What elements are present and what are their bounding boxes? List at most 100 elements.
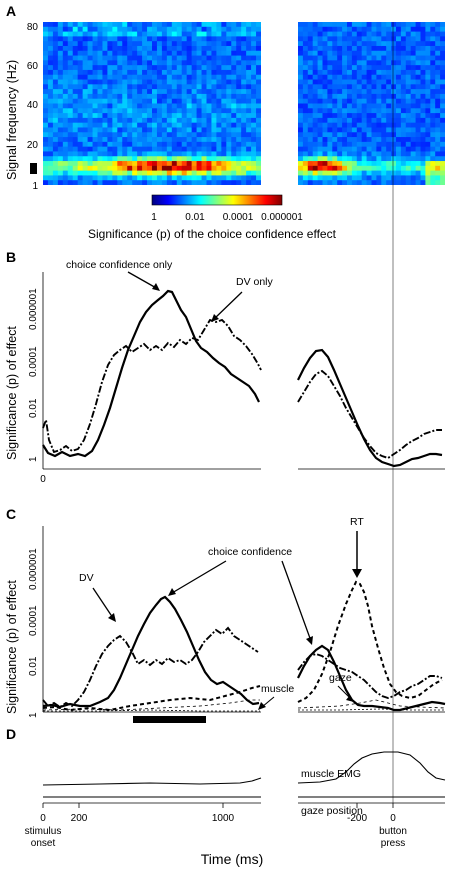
heatmap-cell (376, 132, 382, 138)
heatmap-cell (312, 137, 319, 143)
heatmap-cell (366, 117, 373, 124)
heatmap-cell (181, 93, 188, 100)
heatmap-cell (430, 180, 436, 185)
heatmap-cell (246, 45, 252, 52)
heatmap-cell (62, 41, 69, 47)
heatmap-cell (72, 89, 79, 95)
heatmap-cell (256, 122, 261, 129)
heatmap-cell (107, 117, 113, 124)
heatmap-cell (351, 151, 358, 157)
heatmap-cell (211, 26, 217, 33)
heatmap-cell (181, 41, 188, 47)
heatmap-cell (132, 156, 138, 162)
heatmap-cell (435, 22, 441, 28)
heatmap-cell (366, 161, 373, 167)
heatmap-cell (366, 79, 373, 85)
heatmap-cell (410, 132, 417, 138)
heatmap-cell (47, 141, 54, 148)
heatmap-cell (176, 151, 183, 157)
heatmap-cell (396, 55, 402, 61)
heatmap-cell (186, 60, 193, 66)
heatmap-cell (332, 55, 338, 61)
heatmap-cell (342, 98, 348, 105)
heatmap-cell (226, 137, 232, 143)
heatmap-cell (356, 103, 363, 109)
heatmap-cell (371, 161, 377, 167)
heatmap-cell (381, 93, 387, 100)
heatmap-cell (307, 26, 314, 33)
heatmap-cell (435, 108, 441, 114)
heatmap-cell (97, 45, 104, 52)
heatmap-cell (191, 122, 198, 129)
heatmap-cell (186, 180, 193, 185)
heatmap-cell (337, 165, 343, 172)
heatmap-cell (342, 69, 348, 76)
heatmap-cell (196, 165, 203, 172)
heatmap-cell (391, 117, 397, 124)
heatmap-cell (327, 132, 333, 138)
heatmap-cell (246, 84, 252, 90)
heatmap-cell (171, 165, 178, 172)
heatmap-cell (52, 89, 59, 95)
heatmap-cell (52, 60, 59, 66)
heatmap-cell (57, 132, 64, 138)
heatmap-cell (127, 108, 133, 114)
heatmap-cell (366, 41, 373, 47)
heatmap-cell (87, 117, 94, 124)
heatmap-cell (112, 161, 118, 167)
heatmap-cell (132, 151, 138, 157)
heatmap-cell (405, 180, 412, 185)
heatmap-cell (107, 74, 113, 81)
heatmap-cell (327, 98, 333, 105)
heatmap-cell (420, 122, 426, 129)
heatmap-cell (231, 137, 237, 143)
heatmap-cell (410, 93, 417, 100)
heatmap-cell (92, 127, 99, 133)
heatmap-cell (415, 60, 422, 66)
heatmap-cell (161, 151, 168, 157)
heatmap-cell (137, 156, 143, 162)
heatmap-cell (43, 127, 49, 133)
heatmap-cell (298, 103, 304, 109)
heatmap-cell (440, 146, 445, 153)
heatmap-cell (356, 79, 363, 85)
heatmap-cell (307, 55, 314, 61)
heatmap-cell (57, 69, 64, 76)
heatmap-cell (231, 180, 237, 185)
heatmap-cell (181, 170, 188, 177)
heatmap-cell (102, 98, 108, 105)
heatmap-cell (231, 141, 237, 148)
heatmap-cell (236, 98, 242, 105)
heatmap-cell (117, 132, 123, 138)
heatmap-cell (102, 45, 108, 52)
heatmap-cell (298, 93, 304, 100)
heatmap-cell (241, 132, 247, 138)
heatmap-cell (226, 156, 232, 162)
heatmap-cell (67, 79, 74, 85)
heatmap-cell (381, 113, 387, 119)
heatmap-cell (206, 84, 213, 90)
heatmap-cell (142, 36, 148, 42)
c-gaze-stim (42, 699, 260, 711)
heatmap-cell (400, 50, 407, 57)
heatmap-cell (72, 41, 79, 47)
heatmap-cell (386, 50, 392, 57)
heatmap-cell (161, 60, 168, 66)
heatmap-cell (298, 151, 304, 157)
heatmap-cell (312, 69, 319, 76)
heatmap-cell (317, 122, 324, 129)
heatmap-cell (342, 65, 348, 71)
heatmap-cell (236, 141, 242, 148)
heatmap-cell (246, 141, 252, 148)
heatmap-cell (236, 137, 242, 143)
heatmap-cell (351, 122, 358, 129)
heatmap-cell (327, 122, 333, 129)
heatmap-cell (327, 41, 333, 47)
c-y-tick-1e-2: 0.01 (28, 656, 39, 676)
heatmap-cell (82, 65, 89, 71)
heatmap-cell (241, 137, 247, 143)
heatmap-cell (410, 156, 417, 162)
heatmap-cell (327, 45, 333, 52)
heatmap-cell (317, 45, 324, 52)
heatmap-cell (435, 156, 441, 162)
